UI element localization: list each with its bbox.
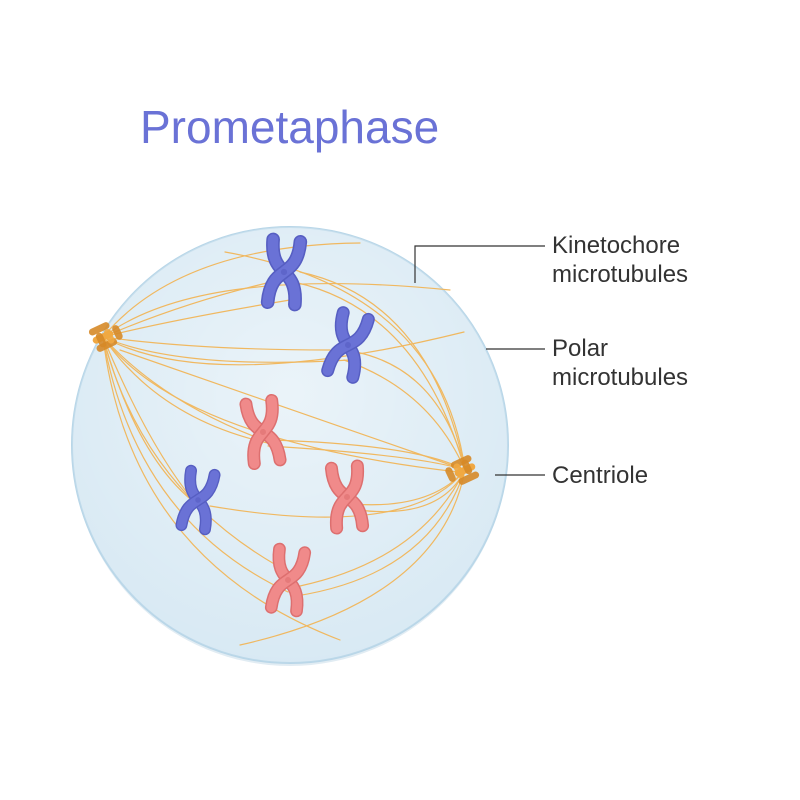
label-kinetochore: Kinetochoremicrotubules [552,232,688,290]
label-centriole: Centriole [552,462,648,491]
leader-kinetochore [415,246,545,283]
diagram-title: Prometaphase [140,100,439,154]
label-polar: Polarmicrotubules [552,335,688,393]
